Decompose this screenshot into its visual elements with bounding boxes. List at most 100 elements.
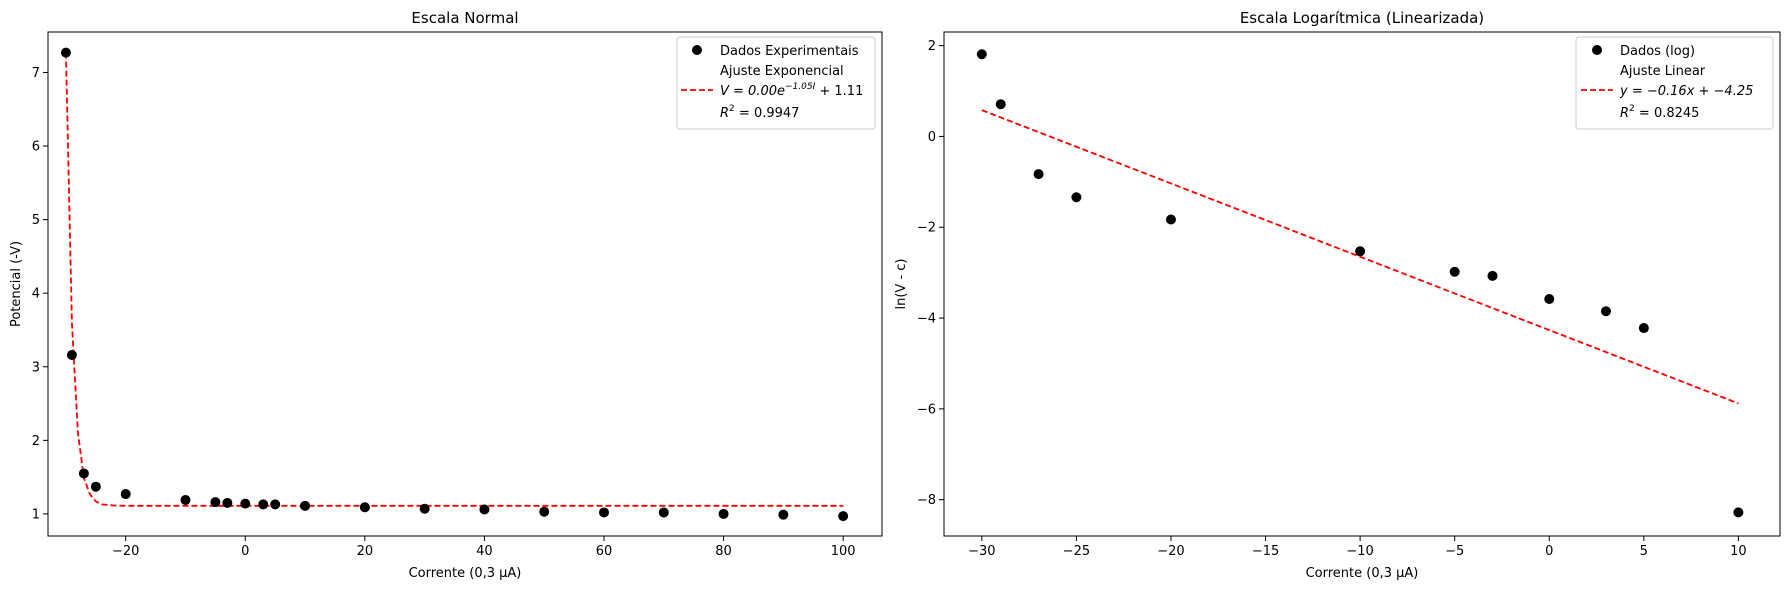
r2-tail: = 0.8245	[1635, 106, 1700, 121]
data-point	[258, 499, 269, 510]
y-tick-label: −8	[917, 493, 936, 508]
x-axis-label: Corrente (0,3 μA)	[1306, 566, 1419, 581]
legend: Dados (log) Ajuste Linear y = −0.16x + −…	[1575, 36, 1774, 130]
data-point	[1355, 246, 1366, 257]
y-tick-label: 2	[32, 434, 40, 449]
y-tick-label: −4	[917, 312, 936, 327]
equation-exponent: −1.05I	[785, 82, 816, 92]
y-tick-label: −2	[917, 221, 936, 236]
x-tick-label: −15	[1252, 544, 1279, 559]
x-tick-label: −30	[968, 544, 995, 559]
data-point	[1544, 293, 1555, 304]
x-tick-label: −20	[1157, 544, 1184, 559]
data-point	[778, 509, 789, 520]
legend-marker-scatter	[692, 45, 702, 55]
fit-line	[981, 109, 1739, 405]
data-point	[658, 507, 669, 518]
plot-area	[943, 31, 1781, 537]
axis-ticks: −30 −25 −20 −15 −10 −5 0 5 10−8−6−4−202	[917, 39, 1747, 559]
legend-marker-scatter	[1592, 45, 1602, 55]
data-point	[1600, 306, 1611, 317]
r2-sup: 2	[1629, 104, 1635, 114]
chart-escala-normal: Escala Normal −20 0 20 40 60 80 100 1 2 3 4 5 6 7 Cor…	[9, 9, 883, 581]
r2-sup: 2	[729, 104, 735, 114]
data-point	[1449, 266, 1460, 277]
y-tick-label: 0	[928, 130, 936, 145]
chart-title: Escala Normal	[411, 9, 518, 27]
data-point	[976, 49, 987, 60]
data-point	[90, 481, 101, 492]
data-point	[270, 499, 281, 510]
y-tick-label: 7	[32, 66, 40, 81]
plot-marks	[976, 49, 1744, 518]
data-point	[222, 497, 233, 508]
data-point	[1638, 323, 1649, 334]
data-point	[599, 507, 609, 518]
legend-fit-equation: y = −0.16x + −4.25	[1619, 84, 1753, 99]
x-tick-label: −10	[1346, 544, 1373, 559]
y-tick-label: 6	[32, 140, 40, 155]
data-point	[1733, 507, 1744, 518]
legend-r2: R2 = 0.9947	[720, 104, 799, 121]
legend-fit-equation: V = 0.00e−1.05I + 1.11	[720, 82, 863, 99]
legend-entry-ajuste-exponencial: Ajuste Exponencial	[720, 64, 844, 79]
data-point	[210, 497, 221, 508]
x-tick-label: −20	[112, 544, 139, 559]
data-point	[120, 489, 131, 500]
r2-lead: R	[720, 106, 729, 121]
x-tick-label: 10	[1730, 544, 1747, 559]
legend-entry-ajuste-linear: Ajuste Linear	[1620, 64, 1706, 79]
r2-tail: = 0.9947	[735, 106, 800, 121]
data-point	[995, 99, 1006, 110]
x-tick-label: 0	[1545, 544, 1553, 559]
equation-lead: V = 0.00e	[720, 84, 785, 99]
data-point	[479, 504, 490, 515]
equation-tail: + 1.11	[815, 84, 863, 99]
axis-ticks: −20 0 20 40 60 80 100 1 2 3 4 5 6 7	[32, 66, 856, 559]
y-tick-label: 3	[32, 360, 40, 375]
data-point	[419, 503, 430, 514]
x-tick-label: −5	[1445, 544, 1464, 559]
y-tick-label: −6	[917, 402, 936, 417]
x-tick-label: 0	[241, 544, 249, 559]
chart-escala-logaritmica: Escala Logarítmica (Linearizada) −30 −25−…	[894, 9, 1781, 581]
y-tick-label: 1	[32, 507, 40, 522]
y-axis-label: ln(V - c)	[894, 259, 909, 310]
data-point	[240, 498, 251, 509]
data-point	[838, 511, 849, 522]
data-point	[180, 494, 191, 505]
data-point	[78, 468, 89, 479]
legend-entry-dados-log: Dados (log)	[1620, 44, 1695, 59]
data-point	[1487, 270, 1498, 281]
legend-frame	[1575, 36, 1774, 130]
x-tick-label: 60	[596, 544, 613, 559]
plot-area	[47, 31, 883, 537]
legend: Dados Experimentais Ajuste Exponencial V…	[676, 36, 876, 130]
equation-lead: y = −0.16x + −4.25	[1619, 84, 1753, 99]
legend-r2: R2 = 0.8245	[1620, 104, 1699, 121]
x-tick-label: 40	[476, 544, 493, 559]
fit-line	[65, 52, 844, 507]
data-point	[718, 508, 729, 519]
y-tick-label: 4	[32, 287, 40, 302]
r2-lead: R	[1620, 106, 1629, 121]
data-point	[1071, 192, 1082, 203]
x-tick-label: −25	[1063, 544, 1090, 559]
data-point	[60, 47, 71, 58]
legend-entry-dados-experimentais: Dados Experimentais	[720, 44, 859, 59]
y-tick-label: 2	[928, 39, 936, 54]
y-tick-label: 5	[32, 213, 40, 228]
data-point	[359, 502, 370, 513]
y-axis-label: Potencial (-V)	[9, 241, 24, 327]
chart-title: Escala Logarítmica (Linearizada)	[1240, 9, 1484, 27]
plot-marks	[60, 47, 849, 522]
data-point	[1165, 214, 1176, 225]
x-tick-label: 20	[357, 544, 374, 559]
x-axis-label: Corrente (0,3 μA)	[409, 566, 522, 581]
x-tick-label: 80	[715, 544, 732, 559]
legend-frame	[676, 36, 876, 130]
data-point	[66, 350, 77, 361]
x-tick-label: 5	[1640, 544, 1648, 559]
data-point	[539, 506, 550, 517]
